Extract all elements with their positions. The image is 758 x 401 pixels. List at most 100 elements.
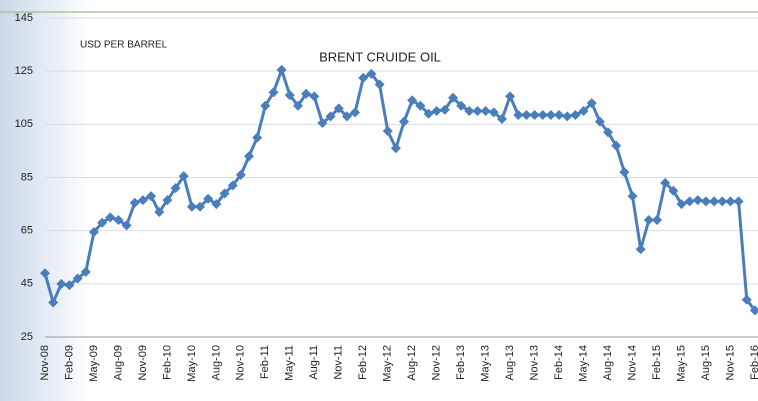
- x-tick-label: Aug-09: [112, 345, 124, 380]
- y-tick-label: 145: [15, 12, 33, 24]
- data-point: [382, 125, 393, 136]
- data-point: [227, 180, 238, 191]
- data-point: [660, 177, 671, 188]
- data-point: [162, 195, 173, 206]
- data-point: [749, 305, 758, 316]
- x-tick-label: Feb-14: [553, 345, 565, 380]
- x-tick-label: Feb-13: [455, 345, 467, 380]
- axis-label: USD PER BARREL: [80, 40, 168, 51]
- data-point: [505, 91, 516, 102]
- x-tick-label: Feb-15: [651, 345, 663, 380]
- data-point: [292, 100, 303, 111]
- data-point: [725, 196, 736, 207]
- x-tick-label: May-14: [577, 345, 589, 382]
- y-tick-label: 85: [21, 171, 33, 183]
- data-point: [439, 104, 450, 115]
- x-tick-label: Aug-12: [406, 345, 418, 380]
- data-point: [366, 68, 377, 79]
- data-point: [554, 110, 565, 121]
- data-point: [203, 193, 214, 204]
- x-tick-label: May-09: [88, 345, 100, 382]
- data-point: [448, 92, 458, 103]
- data-point: [154, 207, 165, 218]
- data-point: [195, 201, 206, 212]
- data-point: [472, 106, 483, 117]
- x-tick-label: Aug-15: [700, 345, 712, 380]
- x-tick-label: Nov-11: [333, 345, 345, 380]
- data-point: [88, 226, 99, 237]
- data-point: [374, 79, 385, 90]
- data-point: [586, 98, 597, 109]
- data-line: [43, 68, 757, 312]
- x-tick-label: Aug-11: [308, 345, 320, 380]
- data-point: [170, 183, 181, 194]
- data-point: [390, 143, 401, 154]
- data-point: [64, 280, 75, 291]
- data-point: [358, 72, 369, 83]
- data-point: [137, 195, 148, 206]
- data-point: [545, 110, 556, 121]
- data-point: [684, 196, 695, 207]
- data-point: [741, 294, 752, 305]
- x-tick-label: Aug-10: [210, 345, 222, 380]
- data-point: [627, 191, 638, 202]
- data-point: [80, 266, 91, 277]
- data-point: [219, 188, 230, 199]
- data-point: [496, 114, 507, 125]
- data-point: [56, 278, 67, 289]
- x-tick-label: May-15: [675, 345, 687, 382]
- data-point: [121, 220, 132, 231]
- data-point: [235, 169, 246, 180]
- x-tick-label: May-10: [186, 345, 198, 382]
- data-point: [578, 106, 589, 117]
- data-point: [211, 199, 222, 210]
- data-point: [652, 215, 662, 226]
- data-point: [603, 127, 614, 138]
- data-point: [276, 64, 287, 75]
- data-point: [643, 215, 654, 226]
- data-point: [97, 217, 108, 228]
- data-point: [521, 110, 532, 121]
- data-point: [676, 199, 687, 210]
- data-point: [113, 215, 124, 226]
- data-point: [709, 196, 720, 207]
- data-point: [252, 132, 263, 143]
- x-tick-label: Feb-09: [63, 345, 75, 380]
- data-point: [407, 95, 418, 106]
- data-point: [325, 111, 336, 122]
- data-point: [350, 107, 361, 118]
- x-tick-label: Nov-14: [626, 345, 638, 380]
- data-point: [700, 196, 711, 207]
- data-point: [333, 103, 344, 114]
- data-point: [594, 116, 605, 127]
- y-tick-label: 125: [15, 65, 33, 77]
- x-tick-label: May-13: [480, 345, 492, 382]
- data-point: [537, 110, 548, 121]
- x-tick-label: Nov-13: [529, 345, 541, 380]
- data-point: [284, 90, 295, 101]
- data-point: [72, 273, 83, 284]
- y-tick-label: 105: [15, 118, 33, 130]
- x-tick-label: Feb-16: [749, 345, 758, 380]
- x-tick-label: May-11: [284, 345, 296, 381]
- data-point: [178, 171, 189, 182]
- data-point: [456, 100, 467, 111]
- data-point: [423, 108, 434, 119]
- data-point: [635, 244, 646, 255]
- data-point: [562, 111, 573, 122]
- data-point: [399, 116, 410, 127]
- data-point: [619, 167, 630, 178]
- data-point: [692, 195, 703, 206]
- data-point: [40, 268, 50, 279]
- x-tick-label: Nov-09: [137, 345, 149, 380]
- data-point: [301, 88, 312, 99]
- x-tick-label: Nov-10: [235, 345, 247, 380]
- data-point: [341, 111, 352, 122]
- x-tick-label: May-12: [382, 345, 394, 382]
- data-point: [513, 110, 524, 121]
- x-tick-label: Feb-12: [357, 345, 369, 380]
- data-point: [668, 185, 679, 196]
- data-point: [146, 191, 157, 202]
- data-point: [260, 100, 271, 111]
